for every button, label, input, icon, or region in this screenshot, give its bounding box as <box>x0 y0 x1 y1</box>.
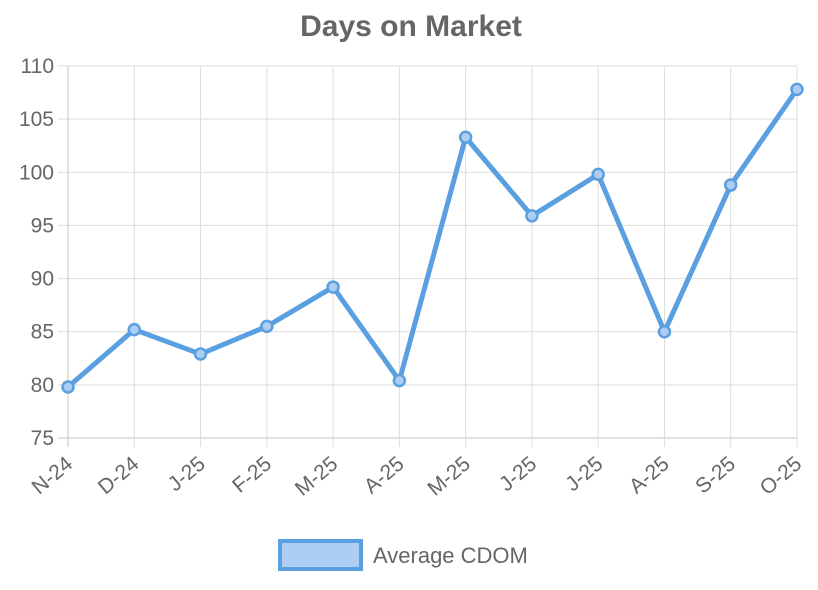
data-point[interactable] <box>790 82 804 97</box>
x-tick-label: D-24 <box>94 452 144 499</box>
x-tick-label: A-25 <box>360 452 409 498</box>
data-point[interactable] <box>723 178 738 192</box>
grid <box>58 65 798 447</box>
x-axis: N-24 D-24 J-25 F-25 M-25 A-25 M-25 J-25 J-25 A-25… <box>28 452 807 501</box>
x-tick-label: A-25 <box>625 452 674 498</box>
y-tick-label: 80 <box>31 374 54 397</box>
series-layer <box>61 82 804 394</box>
y-tick-label: 85 <box>31 321 54 344</box>
x-tick-label: F-25 <box>228 452 276 497</box>
x-tick-label: J-25 <box>164 452 210 496</box>
data-point[interactable] <box>458 130 473 144</box>
data-point[interactable] <box>591 167 605 182</box>
legend-label[interactable]: Average CDOM <box>373 543 528 568</box>
x-tick-label: J-25 <box>561 452 607 496</box>
x-tick-label: O-25 <box>756 452 807 500</box>
legend-swatch[interactable] <box>278 539 363 571</box>
y-tick-label: 105 <box>19 108 54 131</box>
legend[interactable]: Average CDOM <box>278 539 528 571</box>
x-tick-label: S-25 <box>691 452 740 498</box>
y-tick-label: 95 <box>31 214 54 237</box>
data-point[interactable] <box>657 324 672 339</box>
x-tick-label: N-24 <box>28 452 78 499</box>
y-tick-label: 100 <box>19 161 54 184</box>
y-axis: 75 80 85 90 95 100 105 110 <box>19 55 54 450</box>
y-tick-label: 110 <box>21 55 54 78</box>
data-point[interactable] <box>260 319 274 334</box>
series-line <box>65 86 800 390</box>
data-point[interactable] <box>193 347 208 361</box>
chart-title: Days on Market <box>300 10 522 43</box>
data-point[interactable] <box>392 373 407 388</box>
data-point[interactable] <box>525 209 539 223</box>
x-tick-label: J-25 <box>495 452 541 496</box>
x-tick-label: M-25 <box>291 452 342 500</box>
data-point[interactable] <box>127 322 142 337</box>
data-point[interactable] <box>326 280 340 294</box>
x-tick-label: M-25 <box>423 452 474 500</box>
y-tick-label: 90 <box>31 268 54 291</box>
data-point[interactable] <box>61 380 75 394</box>
y-tick-label: 75 <box>31 427 54 450</box>
